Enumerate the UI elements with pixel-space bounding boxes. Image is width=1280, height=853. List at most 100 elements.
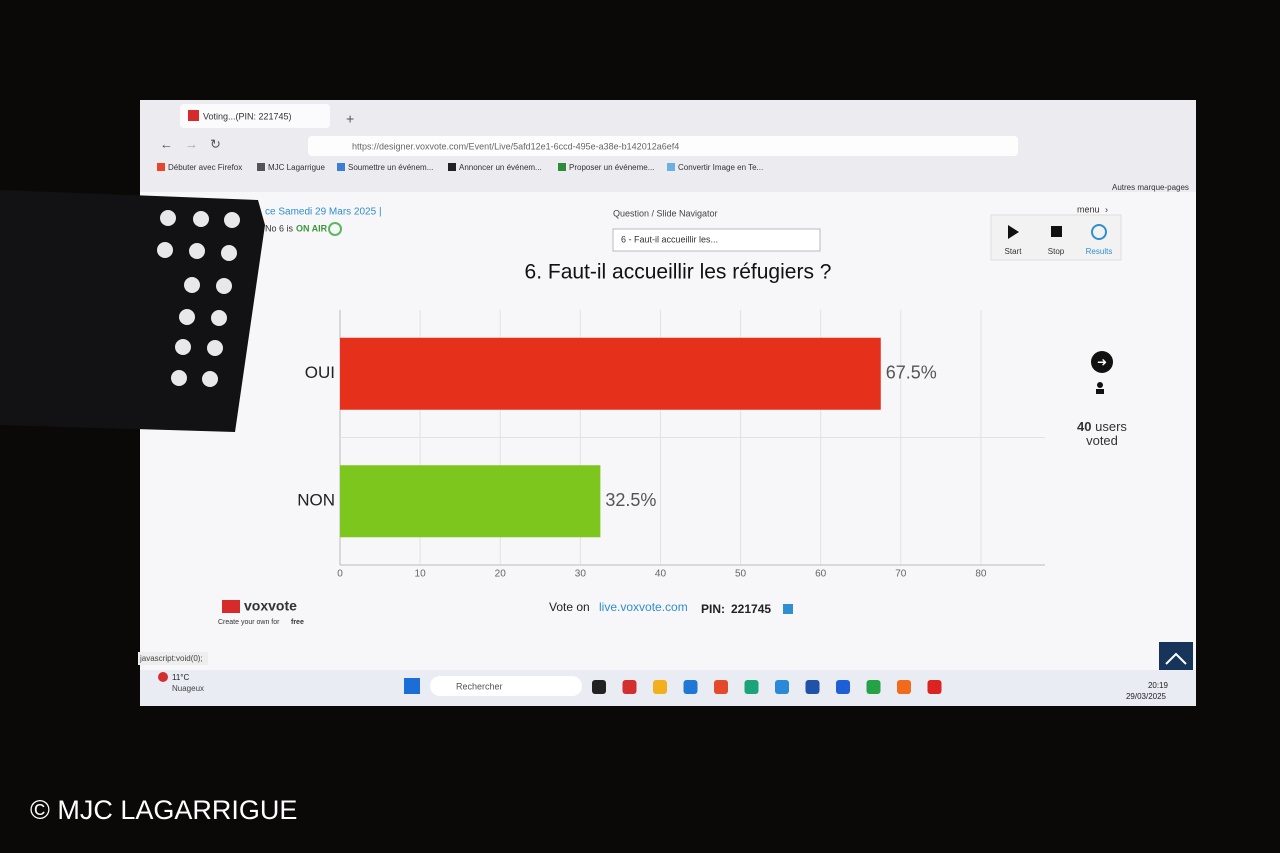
taskbar-app[interactable] — [714, 680, 728, 694]
navigator-select[interactable] — [612, 228, 821, 252]
back-button[interactable]: ← — [160, 136, 173, 151]
taskbar-app[interactable] — [622, 680, 637, 694]
pin: 221745 — [731, 602, 771, 616]
user-icon — [1097, 382, 1103, 388]
url[interactable]: https://designer.voxvote.com/Event/Live/… — [352, 141, 679, 151]
scroll-top[interactable] — [1159, 642, 1193, 672]
tagline-bold: free — [291, 619, 304, 626]
on-air-indicator — [328, 222, 342, 236]
start-button[interactable]: Start — [1005, 247, 1023, 256]
value-label: 32.5% — [605, 490, 656, 510]
stand-hole — [179, 309, 195, 325]
bookmark-icon — [157, 163, 165, 171]
vote-on: Vote on — [549, 600, 590, 614]
x-tick-label: 20 — [495, 569, 507, 580]
start-icon[interactable] — [1008, 225, 1019, 239]
x-tick-label: 10 — [415, 569, 427, 580]
stop-icon[interactable] — [1051, 226, 1062, 237]
taskbar-app[interactable] — [866, 680, 881, 694]
taskbar-apps — [592, 680, 942, 694]
bookmark[interactable]: MJC Lagarrigue — [268, 163, 325, 172]
x-tick-label: 50 — [735, 569, 747, 580]
stand-hole — [216, 278, 232, 294]
scroll-top-arrow[interactable] — [1165, 652, 1187, 665]
bookmark[interactable]: Proposer un événeme... — [569, 163, 654, 172]
results-icon[interactable] — [1091, 224, 1107, 240]
bookmark[interactable]: Débuter avec Firefox — [168, 163, 242, 172]
bookmark-icon — [667, 163, 675, 171]
bookmark[interactable]: Convertir Image en Te... — [678, 163, 763, 172]
taskbar-app[interactable] — [805, 680, 820, 694]
taskbar-app[interactable] — [744, 680, 759, 694]
tab-title[interactable]: Voting...(PIN: 221745) — [203, 111, 292, 121]
start-menu[interactable] — [404, 678, 420, 694]
logo: voxvote — [244, 598, 297, 614]
bookmark-icon — [337, 163, 345, 171]
music-stand — [0, 190, 265, 432]
taskbar-app[interactable] — [897, 680, 911, 694]
bookmark-icon — [257, 163, 265, 171]
menu-arrow[interactable]: › — [1105, 204, 1108, 214]
logo-icon — [222, 600, 240, 613]
navigator-value[interactable]: 6 - Faut-il accueillir les... — [621, 234, 718, 244]
results-button[interactable]: Results — [1086, 247, 1113, 256]
stand-hole — [184, 277, 200, 293]
x-tick-label: 0 — [337, 569, 343, 580]
stand-hole — [193, 211, 209, 227]
search[interactable]: Rechercher — [456, 681, 503, 691]
event-date: ce Samedi 29 Mars 2025 | — [265, 207, 382, 218]
bookmark-icon — [448, 163, 456, 171]
chart-title: 6. Faut-il accueillir les réfugiers ? — [525, 261, 832, 284]
menu[interactable]: menu — [1077, 204, 1100, 214]
taskbar — [140, 670, 1196, 706]
status-bar — [138, 652, 208, 665]
on-air: ON AIR — [296, 223, 328, 233]
user-icon-body — [1096, 389, 1104, 394]
stand-hole — [175, 339, 191, 355]
weather-badge — [158, 672, 168, 682]
search-box[interactable] — [430, 676, 582, 696]
x-tick-label: 30 — [575, 569, 587, 580]
category-label: NON — [297, 491, 335, 510]
stand-holes — [157, 210, 240, 387]
clock-time: 20:19 — [1148, 681, 1169, 690]
x-tick-label: 40 — [655, 569, 667, 580]
next-icon[interactable] — [1091, 351, 1113, 373]
taskbar-app[interactable] — [927, 680, 942, 694]
qr-icon[interactable] — [783, 604, 793, 614]
taskbar-app[interactable] — [653, 680, 667, 694]
tab-icon — [188, 110, 199, 121]
voters-text: 40 users voted — [1062, 420, 1142, 448]
x-tick-label: 80 — [975, 569, 987, 580]
navigator-label: Question / Slide Navigator — [613, 208, 718, 218]
next-arrow[interactable]: ➜ — [1097, 355, 1107, 369]
stop-button[interactable]: Stop — [1048, 247, 1065, 256]
other-bookmarks[interactable]: Autres marque-pages — [1112, 183, 1189, 192]
new-tab[interactable]: + — [346, 111, 354, 127]
taskbar-app[interactable] — [836, 680, 850, 694]
url-bar[interactable] — [308, 136, 1018, 156]
x-tick-label: 70 — [895, 569, 907, 580]
bookmark[interactable]: Soumettre un événem... — [348, 163, 433, 172]
tab[interactable] — [180, 104, 330, 128]
taskbar-app[interactable] — [592, 680, 606, 694]
chart: 0 10 20 30 40 50 60 70 80 OUI 67.5% NON 32.5% — [297, 310, 1045, 580]
pin-label: PIN: — [701, 602, 725, 616]
reload-button[interactable]: ↻ — [210, 136, 221, 151]
value-label: 67.5% — [886, 363, 937, 383]
status-text: javascript:void(0); — [139, 654, 203, 663]
weather: Nuageux — [172, 684, 204, 693]
category-label: OUI — [305, 363, 335, 382]
vote-url[interactable]: live.voxvote.com — [599, 600, 688, 614]
question-status: No 6 is — [265, 223, 294, 233]
voters-count: 40 — [1077, 420, 1092, 434]
x-tick-label: 60 — [815, 569, 827, 580]
voters-box: 40 users voted — [1062, 420, 1142, 448]
forward-button[interactable]: → — [185, 136, 198, 151]
bookmark[interactable]: Annoncer un événem... — [459, 163, 542, 172]
bookmarks-bar: Débuter avec Firefox MJC Lagarrigue Soumet… — [157, 163, 763, 172]
taskbar-app[interactable] — [775, 680, 789, 694]
taskbar-app[interactable] — [683, 680, 698, 694]
